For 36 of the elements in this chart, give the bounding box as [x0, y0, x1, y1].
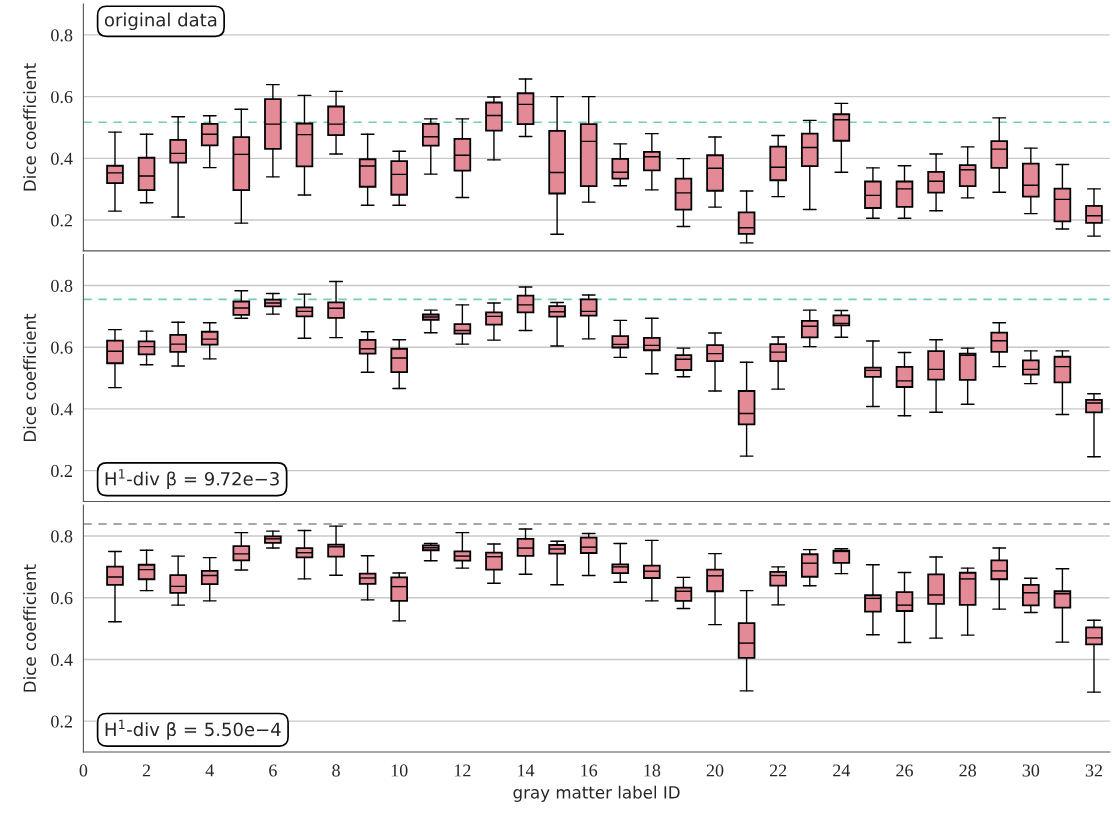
y-tick-label: 0.2 — [51, 715, 72, 728]
y-tick-label: 0.6 — [51, 341, 73, 354]
x-tick-label: 28 — [959, 764, 976, 777]
y-tick-label: 0.6 — [51, 90, 73, 104]
x-tick-label: 8 — [332, 764, 340, 777]
x-tick-label: 6 — [269, 764, 277, 777]
y-tick-label: 0.8 — [51, 29, 73, 42]
x-tick-label: 22 — [769, 764, 787, 777]
y-tick-label: 0.4 — [51, 653, 73, 666]
x-tick-label: 30 — [1022, 764, 1040, 777]
x-tick-label: 14 — [518, 764, 535, 777]
x-tick-label: 24 — [833, 764, 851, 777]
x-axis-title: gray matter label ID — [513, 785, 680, 802]
y-axis-title: Dice coefficient — [23, 313, 37, 442]
x-tick-label: 4 — [205, 764, 214, 777]
x-tick-label: 0 — [79, 764, 88, 777]
x-tick-label: 20 — [706, 764, 724, 777]
x-tick-label: 2 — [142, 764, 151, 777]
y-tick-label: 0.8 — [51, 530, 73, 543]
x-tick-label: 16 — [581, 764, 598, 777]
y-tick-label: 0.4 — [51, 403, 73, 416]
y-tick-label: 0.8 — [51, 279, 73, 292]
y-tick-label: 0.2 — [51, 214, 72, 227]
annotation: H$^{1}$-div β = 9.72e−3 — [105, 469, 279, 490]
x-tick-label: 18 — [644, 764, 661, 777]
x-tick-label: 32 — [1085, 764, 1103, 777]
x-tick-label: 12 — [454, 764, 471, 777]
annotation: original data — [104, 12, 217, 31]
y-axis-title: Dice coefficient — [23, 564, 37, 692]
y-tick-label: 0.4 — [51, 152, 73, 165]
x-tick-label: 26 — [896, 764, 913, 777]
annotation: H$^{1}$-div β = 5.50e−4 — [105, 719, 281, 740]
y-tick-label: 0.2 — [51, 464, 72, 478]
y-tick-label: 0.6 — [51, 592, 73, 605]
x-tick-label: 10 — [391, 764, 408, 777]
y-axis-title: Dice coefficient — [23, 63, 37, 191]
